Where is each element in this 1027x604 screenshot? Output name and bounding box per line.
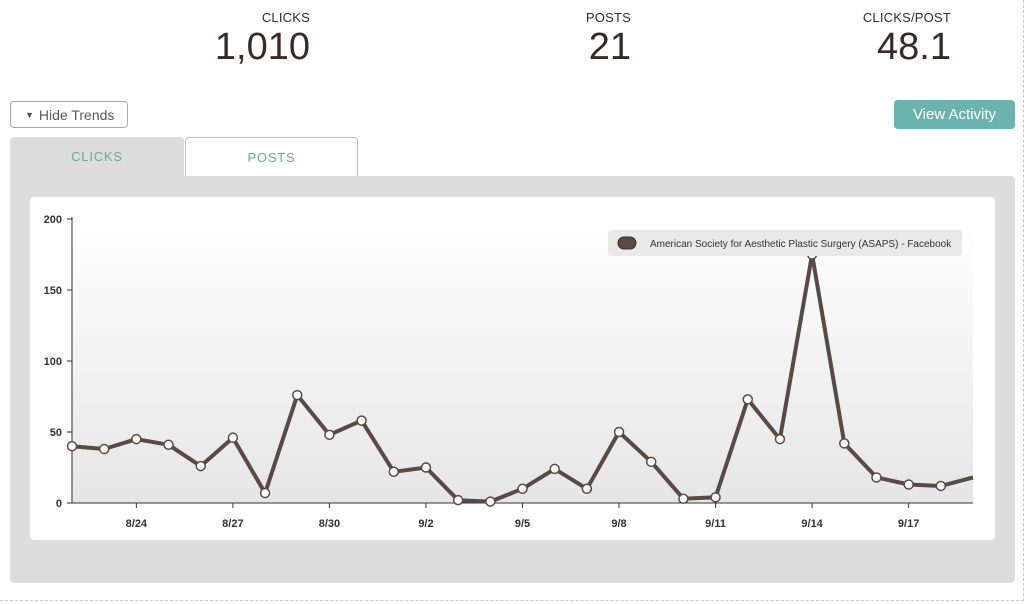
data-point bbox=[98, 443, 110, 455]
data-point bbox=[710, 492, 721, 503]
y-tick-label: 200 bbox=[44, 214, 62, 226]
data-point bbox=[903, 479, 914, 490]
hide-trends-label: Hide Trends bbox=[38, 106, 115, 123]
x-tick-label: 9/11 bbox=[705, 518, 726, 530]
clicks-line-chart: 0 50 100 150 200 8/24 8/27 8/30 9/2 9/5 9/8 9/11 9/1… bbox=[44, 214, 974, 530]
stat-clicks-per-post-label: CLICKS/POST bbox=[862, 10, 951, 25]
x-tick-label: 9/5 bbox=[515, 518, 530, 530]
data-point bbox=[485, 496, 496, 507]
x-tick-label: 8/30 bbox=[319, 518, 340, 530]
data-point bbox=[66, 440, 78, 452]
data-point bbox=[742, 394, 753, 405]
stat-clicks: CLICKS 1,010 bbox=[215, 10, 310, 67]
data-point bbox=[227, 432, 239, 443]
tab-posts-label: POSTS bbox=[247, 149, 296, 165]
data-point bbox=[839, 438, 850, 449]
legend-box bbox=[608, 230, 962, 256]
data-point bbox=[420, 462, 432, 473]
stat-posts: POSTS 21 bbox=[586, 10, 631, 67]
tab-clicks-label: CLICKS bbox=[71, 149, 123, 164]
view-activity-button[interactable]: View Activity bbox=[894, 100, 1015, 129]
data-point bbox=[259, 487, 271, 499]
x-tick-label: 8/27 bbox=[222, 518, 243, 530]
plot-area bbox=[72, 219, 973, 503]
data-point bbox=[452, 494, 464, 506]
tab-posts[interactable]: POSTS bbox=[185, 137, 358, 176]
data-point bbox=[581, 483, 593, 495]
y-tick-label: 50 bbox=[50, 427, 62, 439]
data-point bbox=[356, 415, 367, 426]
hide-trends-button[interactable]: ▼ Hide Trends bbox=[10, 101, 128, 128]
data-point bbox=[195, 460, 206, 472]
data-point bbox=[163, 439, 174, 451]
data-point bbox=[678, 493, 689, 504]
data-point bbox=[549, 463, 560, 475]
data-point bbox=[613, 426, 625, 438]
y-tick-label: 100 bbox=[44, 356, 62, 368]
x-tick-label: 9/14 bbox=[801, 518, 823, 530]
stat-posts-label: POSTS bbox=[585, 10, 631, 25]
stat-posts-value: 21 bbox=[588, 26, 631, 68]
legend-label: American Society for Aesthetic Plastic S… bbox=[650, 239, 952, 250]
tab-clicks[interactable]: CLICKS bbox=[10, 137, 184, 176]
data-point bbox=[292, 389, 303, 401]
stat-clicks-value: 1,010 bbox=[214, 26, 310, 68]
x-tick-label: 9/2 bbox=[418, 518, 433, 530]
stat-clicks-per-post-value: 48.1 bbox=[877, 26, 951, 68]
x-tick-label: 9/17 bbox=[898, 518, 919, 530]
legend-swatch bbox=[617, 236, 637, 250]
x-tick-label: 9/8 bbox=[611, 518, 626, 530]
chart-card: 0 50 100 150 200 8/24 8/27 8/30 9/2 9/5 9/8 9/11 9/1… bbox=[30, 197, 995, 540]
data-point bbox=[517, 483, 528, 495]
data-point bbox=[324, 429, 335, 441]
y-tick-label: 150 bbox=[44, 285, 62, 297]
x-tick-label: 8/24 bbox=[126, 518, 148, 530]
triangle-down-icon: ▼ bbox=[25, 109, 34, 120]
data-point bbox=[935, 480, 947, 492]
data-point bbox=[774, 433, 786, 445]
y-tick-label: 0 bbox=[56, 498, 62, 510]
data-point bbox=[131, 433, 142, 445]
stat-clicks-label: CLICKS bbox=[261, 10, 310, 25]
stat-clicks-per-post: CLICKS/POST 48.1 bbox=[863, 10, 951, 67]
data-point bbox=[871, 472, 882, 483]
data-point bbox=[645, 456, 657, 468]
data-point bbox=[388, 466, 400, 478]
view-activity-label: View Activity bbox=[912, 106, 997, 123]
